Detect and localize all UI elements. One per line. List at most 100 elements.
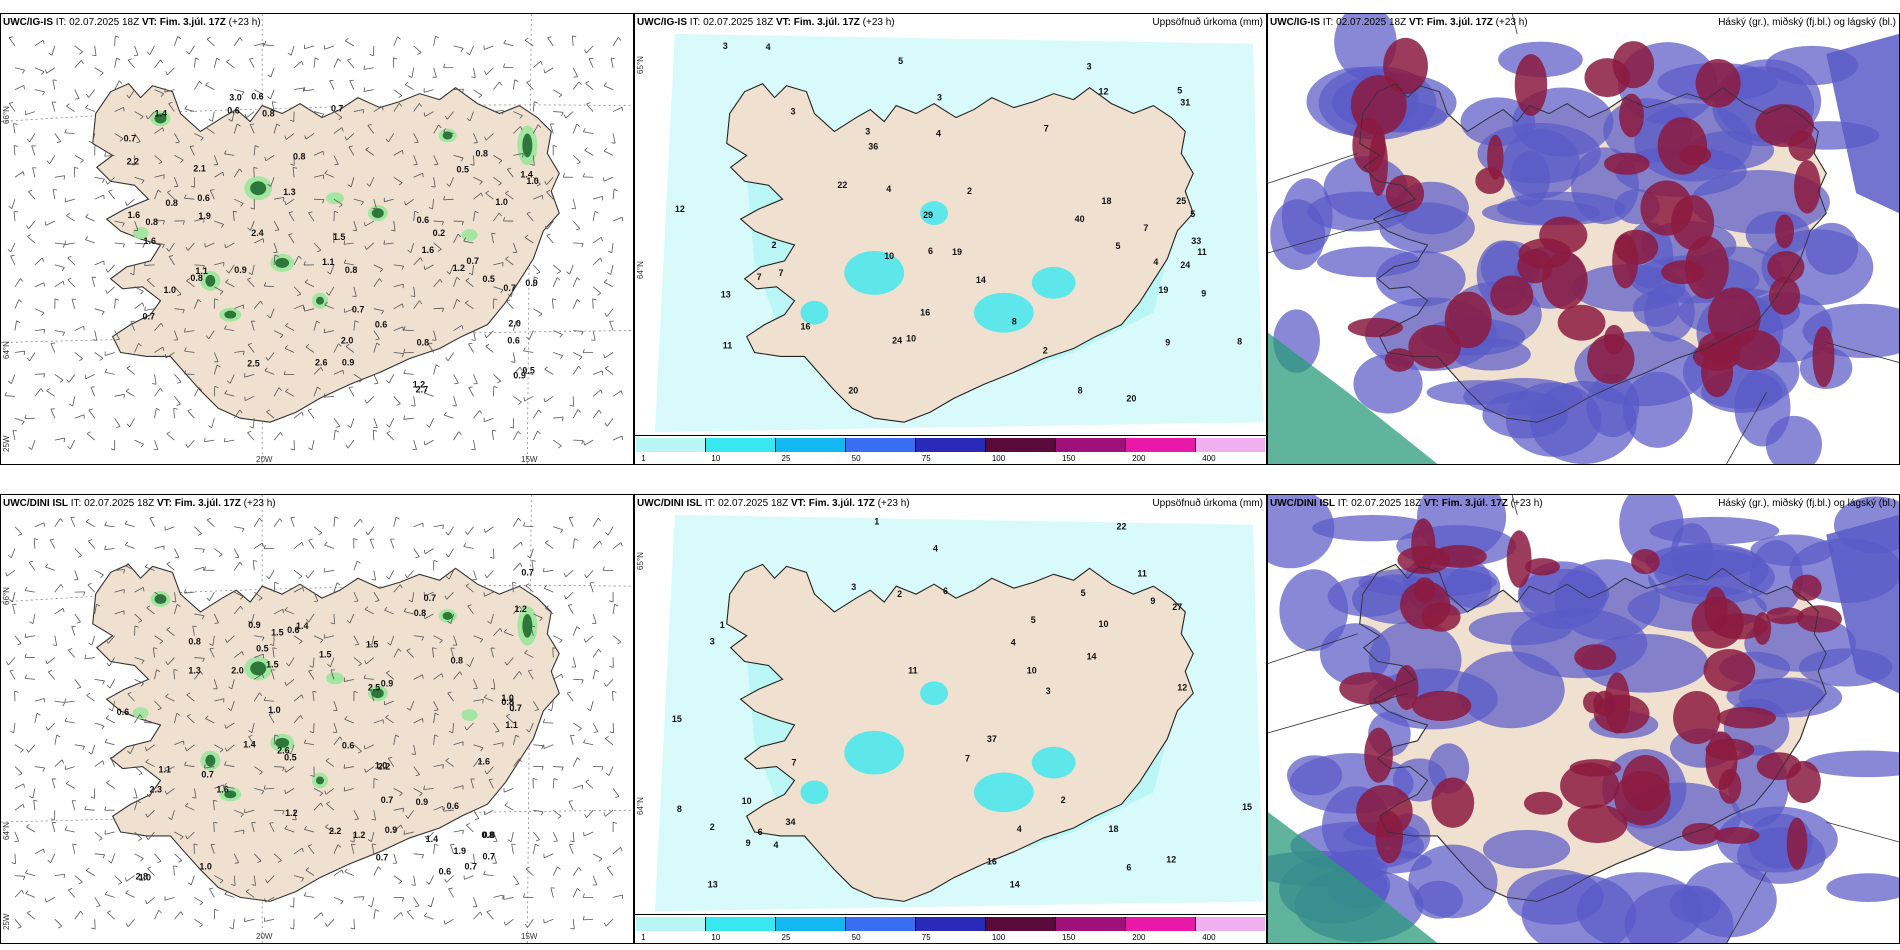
wind-barb [226,61,235,69]
wind-barb-flag [13,123,18,125]
wind-barb [13,722,16,733]
wind-barb [126,875,135,882]
wind-barb [225,242,235,249]
wind-barb-flag [45,898,47,903]
wind-barb [512,79,516,90]
wind-barb-flag [106,780,110,784]
wind-barb-flag [519,366,523,371]
wind-barb-flag [584,147,588,151]
high-cloud [1786,760,1821,804]
wind-barb [473,744,484,749]
wind-barb-flag [340,900,344,905]
wind-barb [572,277,578,287]
wind-barb-flag [289,927,294,930]
wind-barb-flag [228,686,233,690]
wind-barb [423,787,434,791]
wind-barb-flag [613,188,618,192]
wind-barb [285,133,295,140]
wind-value: 2.0 [508,319,520,329]
wind-barb [224,786,235,789]
wind-barb-flag [258,597,263,601]
colorbar-swatch [1126,438,1196,452]
wind-barb [413,674,423,680]
wind-barb [433,330,437,341]
wind-barb [54,374,64,381]
wind-barb [513,875,520,885]
wind-barb-flag [168,817,172,821]
wind-barb-flag [226,59,230,63]
wind-barb [233,37,241,47]
wind-barb-flag [115,35,120,38]
wind-barb [393,303,403,310]
wind-barb [483,874,494,876]
precip-value: 12 [1099,87,1109,97]
wind-barb-flag [415,556,420,559]
wind-barb [268,570,275,580]
wind-barb-flag [91,927,96,930]
wind-barb-flag [247,277,252,280]
mid-cloud [1286,755,1343,796]
wind-barb-flag [176,604,181,607]
wind-barb [154,155,163,163]
high-cloud [1431,777,1475,828]
wind-barb-flag [334,163,339,166]
wind-barb [493,262,504,266]
wind-barb [166,433,175,441]
wind-barb [546,235,554,244]
wind-barb [365,766,375,773]
wind-barb-flag [517,401,522,405]
wind-barb-flag [202,549,205,553]
wind-barb-flag [411,753,416,755]
wind-barb [67,257,76,266]
wind-barb-flag [442,308,444,313]
wind-barb-flag [407,249,412,253]
wind-barb-flag [298,640,303,645]
wind-barb [453,277,458,287]
wind-barb [248,736,255,745]
wind-barb-flag [524,37,529,41]
wind-barb [371,831,375,842]
wind-barb [234,89,245,93]
high-cloud [1557,304,1606,341]
wind-barb-flag [319,792,324,797]
wind-barb-flag [8,36,14,39]
wind-value: 0.8 [417,338,429,348]
green-precip-core-cell [371,208,384,219]
wind-barb [353,744,362,752]
wind-value: 0.7 [352,305,364,315]
precip-heavy [800,201,1076,333]
wind-barb [583,742,594,746]
wind-barb [54,873,65,876]
wind-barb [211,418,215,428]
wind-barb [147,111,155,120]
wind-barb [504,804,514,811]
wind-barb-flag [67,255,72,259]
wind-value: 2.1 [193,163,205,173]
colorbar-swatch [846,438,916,452]
wind-barb-flag [61,267,65,272]
wind-barb-flag [284,789,287,794]
precip-value: 3 [1087,62,1092,72]
wind-barb-flag [290,448,295,451]
wind-barb [390,539,395,549]
wind-barb [588,58,594,68]
wind-barb [212,800,215,811]
wind-barb [65,766,75,770]
wind-barb [268,714,275,724]
wind-barb [532,276,535,287]
wind-barb-flag [320,802,324,807]
wind-barb [128,89,135,99]
wind-barb [506,169,514,178]
wind-barb [373,866,379,876]
wind-barb-flag [198,387,203,391]
wind-barb [273,608,284,615]
wind-barb-flag [303,86,306,91]
wind-barb-flag [303,739,307,744]
colorbar-swatch [986,917,1056,931]
wind-barb-flag [461,221,464,226]
wind-barb [214,220,224,225]
wind-barb-flag [265,356,269,361]
wind-barb [114,589,125,593]
wind-barb-flag [106,662,110,667]
mid-cloud-east [1826,514,1899,694]
